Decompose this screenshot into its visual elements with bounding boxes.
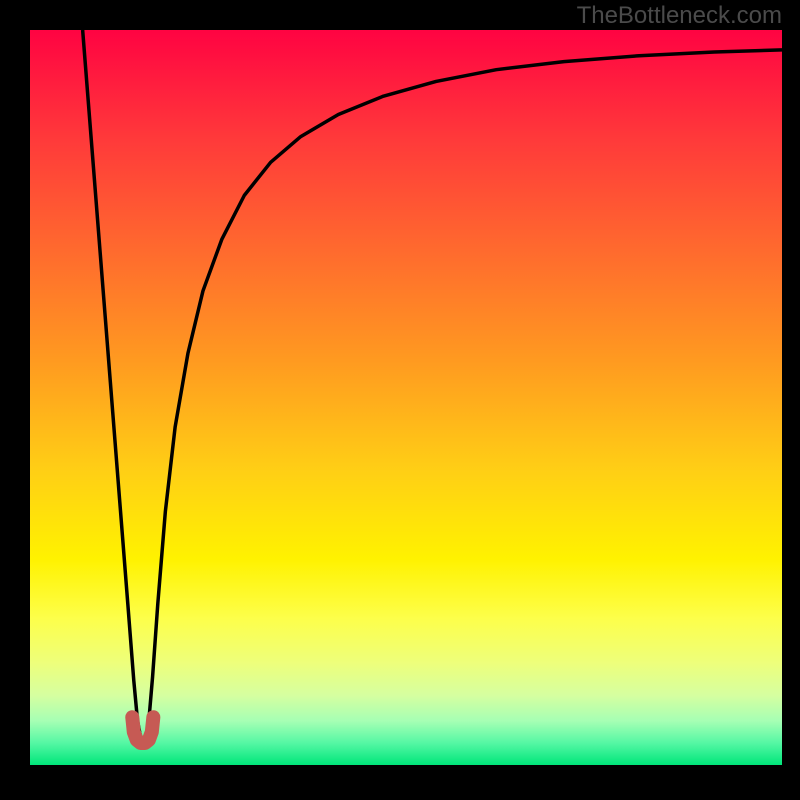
chart-background-gradient [30,30,782,765]
frame-border-left [0,0,30,800]
frame-border-bottom [0,765,800,800]
frame-border-right [782,0,800,800]
watermark-text: TheBottleneck.com [577,2,782,30]
bottleneck-chart [30,30,782,765]
